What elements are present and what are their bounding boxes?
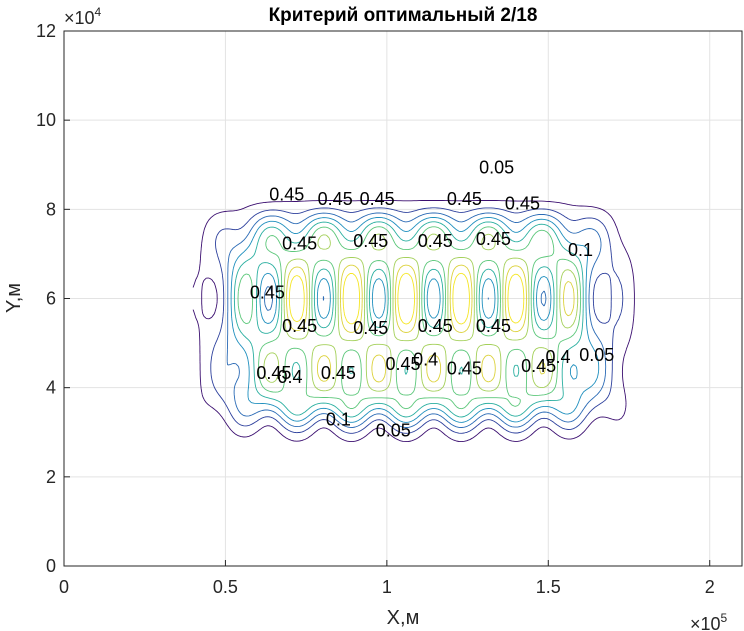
y-tick-label: 6 (46, 289, 56, 309)
contour-label: 0.45 (282, 316, 317, 336)
contour-level-2 (226, 212, 607, 428)
contour-level-8 (288, 272, 525, 325)
grid (63, 30, 742, 567)
contour-label: 0.45 (269, 184, 304, 204)
contour-label: 0.45 (447, 189, 482, 209)
contour-label: 0.4 (413, 349, 438, 369)
contour-label: 0.45 (418, 231, 453, 251)
y-axis-ticks: 0 2 4 6 8 10 12 (36, 21, 70, 576)
x-exponent: 5 (721, 611, 728, 625)
contour-label: 0.4 (545, 347, 570, 367)
x-tick-label: 1.5 (536, 577, 561, 597)
plot-area: 0.05 0.45 0.45 0.45 0.45 0.45 0.45 0.45 0.45 0.45… (63, 30, 743, 567)
contour-level-4 (233, 221, 584, 418)
contour-label: 0.05 (579, 345, 614, 365)
contour-level-7 (286, 264, 575, 383)
y-axis-label: Y,м (3, 283, 25, 313)
contour-level-3 (230, 216, 600, 423)
y-tick-label: 0 (46, 556, 56, 576)
contour-label: 0.45 (447, 358, 482, 378)
chart-title: Критерий оптимальный 2/18 (269, 5, 538, 26)
contour-label: 0.45 (505, 193, 540, 213)
contour-label: 0.45 (256, 363, 291, 383)
contour-label: 0.45 (321, 363, 356, 383)
contour-lines (192, 200, 635, 443)
y-exponent-label: ×104 (64, 5, 102, 28)
contour-label: 0.45 (476, 229, 511, 249)
y-exponent: 4 (95, 5, 102, 19)
contour-label: 0.45 (318, 189, 353, 209)
y-tick-label: 8 (46, 199, 56, 219)
contour-label: 0.45 (360, 189, 395, 209)
y-tick-label: 4 (46, 378, 56, 398)
y-tick-label: 2 (46, 467, 56, 487)
x-tick-label: 1 (382, 577, 392, 597)
contour-level-6 (263, 233, 579, 392)
y-tick-label: 12 (36, 21, 56, 41)
y-multiplier: ×10 (64, 8, 95, 28)
contour-label: 0.1 (326, 410, 351, 430)
contour-label: 0.45 (476, 316, 511, 336)
y-tick-label: 10 (36, 110, 56, 130)
contour-level-0 (192, 200, 635, 443)
contour-label: 0.1 (568, 240, 593, 260)
contour-label: 0.05 (479, 158, 514, 178)
x-tick-label: 0.5 (213, 577, 238, 597)
contour-label: 0.45 (385, 354, 420, 374)
contour-level-5 (237, 226, 582, 410)
contour-level-1 (210, 207, 624, 434)
contour-label: 0.45 (353, 231, 388, 251)
contour-label: 0.45 (250, 283, 285, 303)
x-multiplier: ×10 (690, 614, 721, 631)
contour-label: 0.45 (418, 316, 453, 336)
contour-label: 0.45 (282, 233, 317, 253)
x-exponent-label: ×105 (690, 611, 728, 631)
x-axis-ticks: 0 0.5 1 1.5 2 (59, 560, 715, 597)
x-tick-label: 2 (705, 577, 715, 597)
contour-label: 0.45 (521, 356, 556, 376)
contour-label: 0.05 (376, 421, 411, 441)
x-axis-label: X,м (387, 607, 420, 629)
contour-label: 0.45 (353, 318, 388, 338)
contour-label: 0.4 (277, 367, 302, 387)
x-tick-label: 0 (59, 577, 69, 597)
contour-labels: 0.05 0.45 0.45 0.45 0.45 0.45 0.45 0.45 0.45 0.45… (250, 158, 614, 441)
